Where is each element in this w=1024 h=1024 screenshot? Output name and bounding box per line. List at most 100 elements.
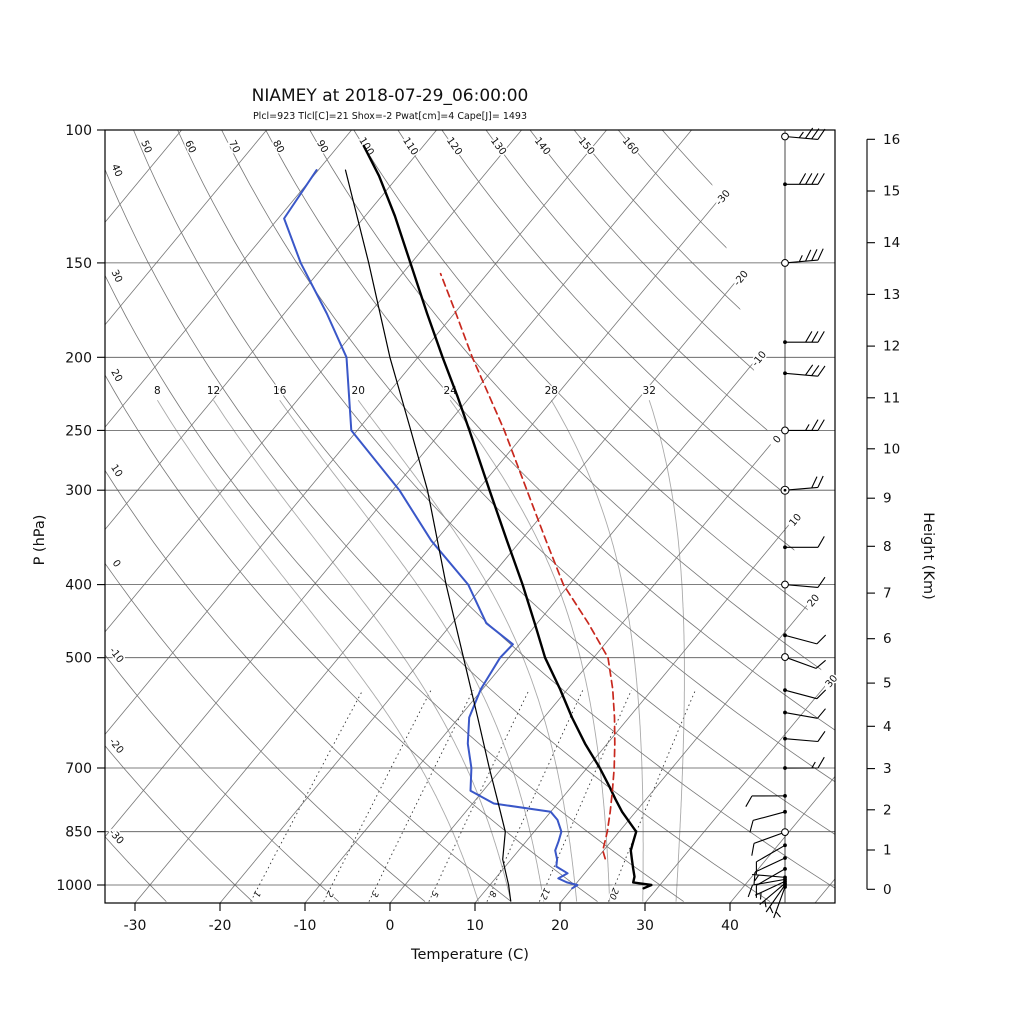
profile-temperature: [362, 144, 653, 890]
dry-adiabat-line: [105, 130, 339, 902]
wind-barb-glyph: [784, 364, 826, 377]
isotherm-line: [105, 130, 182, 903]
profile-parcel: [439, 272, 616, 860]
wind-barb-glyph: [745, 795, 786, 807]
dry-adiabat-label: 30: [109, 268, 124, 284]
isotherm-line: [105, 130, 692, 903]
wind-level-dot: [783, 736, 787, 741]
dry-adiabat-line: [397, 130, 835, 902]
wind-barb: [753, 857, 786, 885]
wind-barb: [784, 730, 826, 743]
dry-adiabat-label: -20: [106, 736, 125, 756]
dry-adiabat-label: 0: [110, 558, 123, 570]
height-axis-title: Height (Km): [920, 512, 936, 600]
dry-adiabat-label: 130: [488, 136, 508, 158]
dry-adiabat-line: [573, 130, 835, 902]
wind-level-dot: [783, 633, 787, 638]
height-tick-label: 4: [883, 719, 892, 735]
mixing-ratio-label: 5: [428, 889, 440, 899]
height-tick-label: 2: [883, 802, 892, 818]
wind-barb-glyph: [784, 708, 826, 719]
height-tick-label: 0: [883, 882, 892, 898]
moist-adiabat-label: 8: [154, 385, 161, 397]
dry-adiabat-line: [529, 130, 835, 902]
pressure-tick-label: 700: [65, 761, 92, 777]
wind-barb-glyph: [784, 536, 825, 548]
wind-barb: [784, 634, 827, 645]
height-tick-label: 14: [883, 235, 900, 251]
dry-adiabat-line: [105, 130, 771, 902]
height-tick-label: 16: [883, 132, 900, 148]
moist-adiabat-label: 20: [352, 385, 365, 397]
dry-adiabat-label: -10: [107, 646, 126, 666]
isotherm-line: [644, 130, 835, 903]
wind-level-dot: [783, 856, 787, 860]
pressure-tick-label: 850: [65, 825, 92, 841]
temperature-tick-label: -20: [209, 918, 232, 934]
wind-level-circle: [781, 580, 789, 589]
temperature-tick-label: -10: [294, 918, 317, 934]
wind-barb-glyph: [784, 756, 825, 769]
isotherm-line: [105, 130, 607, 903]
pressure-tick-label: 200: [65, 350, 92, 366]
temperature-tick-label: 10: [466, 918, 484, 934]
dry-adiabat-line: [105, 130, 426, 902]
dry-adiabat-label: 10: [108, 463, 124, 480]
wind-barb-glyph: [784, 656, 826, 669]
wind-barb: [759, 882, 786, 908]
wind-barb-glyph: [751, 831, 786, 856]
isotherm-label: -20: [732, 269, 751, 289]
isotherm-line: [559, 130, 835, 903]
wind-barb-glyph: [784, 248, 824, 264]
wind-barb: [784, 173, 825, 185]
wind-barb-glyph: [753, 857, 786, 885]
isotherm-line: [814, 130, 835, 903]
height-tick-label: 9: [883, 491, 892, 507]
moist-adiabat-label: 28: [545, 385, 558, 397]
height-tick-label: 11: [883, 390, 900, 406]
wind-barb-glyph: [784, 331, 825, 343]
wind-barb: [751, 831, 786, 856]
pressure-tick-label: 500: [65, 651, 92, 667]
wind-barb: [784, 364, 826, 377]
isotherm-label: 20: [806, 593, 823, 610]
chart-subtitle: Plcl=923 Tlcl[C]=21 Shox=-2 Pwat[cm]=4 C…: [253, 111, 527, 122]
moist-adiabat-line: [279, 399, 545, 902]
wind-barb: [784, 708, 826, 719]
wind-barb-glyph: [755, 868, 786, 898]
wind-barb-glyph: [784, 419, 825, 431]
moist-adiabat-line: [449, 399, 611, 902]
wind-barb: [745, 795, 786, 807]
mixing-ratio-line: [368, 689, 474, 902]
wind-barb: [784, 756, 825, 769]
height-tick-label: 5: [883, 676, 892, 692]
wind-barb: [752, 873, 786, 882]
dry-adiabat-line: [105, 130, 512, 902]
isotherm-line: [105, 130, 352, 903]
wind-barb-glyph: [765, 884, 786, 914]
dry-adiabat-line: [485, 130, 835, 902]
pressure-tick-label: 100: [65, 123, 92, 139]
dry-adiabat-line: [265, 130, 835, 902]
wind-barb-glyph: [784, 173, 825, 185]
mixing-ratio-line: [538, 690, 632, 902]
isotherm-line: [134, 130, 777, 903]
dry-adiabat-label: 70: [226, 139, 242, 155]
wind-barb-glyph: [754, 880, 786, 900]
mixing-ratio-line: [608, 690, 696, 902]
dry-adiabat-label: 120: [444, 136, 464, 158]
dry-adiabat-label: 50: [138, 139, 153, 155]
wind-level-circle: [781, 132, 789, 141]
mixing-ratio-label: 3: [368, 889, 380, 899]
wind-barb-glyph: [759, 882, 786, 908]
temperature-tick-label: 20: [551, 918, 569, 934]
plot-frame: [104, 129, 836, 904]
wind-barb: [784, 419, 825, 431]
wind-level-dot: [783, 545, 787, 550]
pressure-tick-label: 1000: [56, 878, 92, 894]
temperature-tick-label: 0: [386, 918, 395, 934]
wind-barb-glyph: [784, 634, 827, 645]
isotherm-line: [105, 130, 267, 903]
wind-level-circle: [781, 426, 789, 435]
